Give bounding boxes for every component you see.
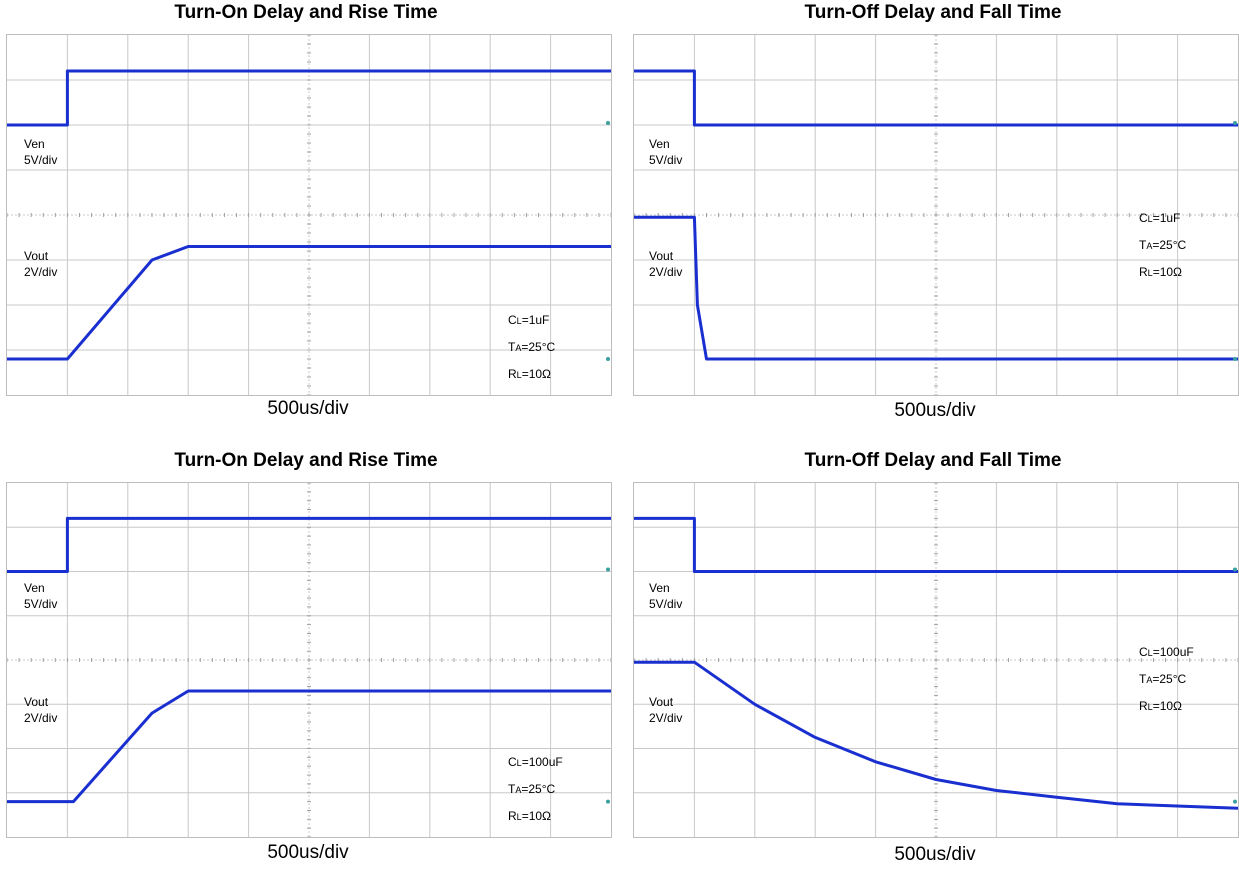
ta-condition: TA=25°C <box>1139 238 1187 252</box>
vout-name: Vout <box>649 695 674 709</box>
level-marker <box>606 357 610 361</box>
scope-panel-2: Turn-Off Delay and Fall Time Ven 5V/div … <box>627 0 1239 430</box>
ven-name: Ven <box>649 581 670 595</box>
vout-name: Vout <box>649 249 674 263</box>
vout-scale: 2V/div <box>649 711 683 725</box>
ven-trace <box>634 516 1238 573</box>
vout-name: Vout <box>24 695 49 709</box>
conditions: CL=100uF TA=25°C RL=10Ω <box>1139 644 1194 725</box>
scope-panel-3: Turn-On Delay and Rise Time Ven 5V/div V… <box>0 448 612 878</box>
vout-name: Vout <box>24 249 49 263</box>
level-marker <box>606 121 610 125</box>
ven-name: Ven <box>24 581 45 595</box>
vout-scale: 2V/div <box>24 265 58 279</box>
timebase-label: 500us/div <box>894 400 976 421</box>
conditions: CL=1uF TA=25°C RL=10Ω <box>1139 210 1186 291</box>
ta-condition: TA=25°C <box>1139 672 1187 686</box>
ven-label: Ven 5V/div <box>649 580 682 612</box>
scope-plot <box>634 35 1238 395</box>
ven-label: Ven 5V/div <box>24 580 57 612</box>
chart-title: Turn-Off Delay and Fall Time <box>804 450 1062 471</box>
timebase-label: 500us/div <box>267 398 349 419</box>
level-marker <box>1233 567 1237 572</box>
vout-label: Vout 2V/div <box>24 694 57 726</box>
rl-condition: RL=10Ω <box>1139 699 1183 713</box>
vout-trace <box>634 215 1238 361</box>
scope-panel-4: Turn-Off Delay and Fall Time Ven 5V/div … <box>627 448 1239 878</box>
ta-condition: TA=25°C <box>508 340 556 354</box>
scope-screen <box>633 34 1239 396</box>
vout-trace <box>7 245 611 361</box>
cl-condition: CL=100uF <box>1139 645 1194 659</box>
ven-trace <box>634 69 1238 127</box>
ven-trace <box>7 69 611 127</box>
cl-condition: CL=1uF <box>1139 211 1181 225</box>
scope-plot <box>7 483 611 837</box>
level-marker <box>1233 357 1237 361</box>
scope-panel-1: Turn-On Delay and Rise Time Ven 5V/div V… <box>0 0 612 430</box>
level-marker <box>1233 799 1237 804</box>
vout-label: Vout 2V/div <box>649 694 682 726</box>
ven-name: Ven <box>24 137 45 151</box>
vout-scale: 2V/div <box>24 711 58 725</box>
chart-title: Turn-Off Delay and Fall Time <box>804 2 1062 23</box>
cl-condition: CL=100uF <box>508 755 563 769</box>
vout-trace <box>7 689 611 804</box>
conditions: CL=1uF TA=25°C RL=10Ω <box>508 312 555 393</box>
scope-screen <box>6 482 612 838</box>
rl-condition: RL=10Ω <box>508 367 552 381</box>
level-marker <box>606 567 610 572</box>
ven-scale: 5V/div <box>24 597 58 611</box>
chart-title: Turn-On Delay and Rise Time <box>174 450 438 471</box>
scope-plot <box>7 35 611 395</box>
conditions: CL=100uF TA=25°C RL=10Ω <box>508 754 563 835</box>
scope-plot <box>634 483 1238 837</box>
ven-scale: 5V/div <box>649 597 683 611</box>
ven-name: Ven <box>649 137 670 151</box>
timebase-label: 500us/div <box>894 844 976 865</box>
rl-condition: RL=10Ω <box>508 809 552 823</box>
vout-label: Vout 2V/div <box>649 248 682 280</box>
cl-condition: CL=1uF <box>508 313 550 327</box>
ven-scale: 5V/div <box>24 153 58 167</box>
rl-condition: RL=10Ω <box>1139 265 1183 279</box>
ven-label: Ven 5V/div <box>649 136 682 168</box>
ven-label: Ven 5V/div <box>24 136 57 168</box>
vout-label: Vout 2V/div <box>24 248 57 280</box>
scope-screen <box>6 34 612 396</box>
vout-trace <box>634 660 1238 810</box>
vout-scale: 2V/div <box>649 265 683 279</box>
level-marker <box>1233 121 1237 125</box>
timebase-label: 500us/div <box>267 842 349 863</box>
ven-scale: 5V/div <box>649 153 683 167</box>
ta-condition: TA=25°C <box>508 782 556 796</box>
chart-title: Turn-On Delay and Rise Time <box>174 2 438 23</box>
level-marker <box>606 799 610 804</box>
ven-trace <box>7 516 611 573</box>
scope-screen <box>633 482 1239 838</box>
